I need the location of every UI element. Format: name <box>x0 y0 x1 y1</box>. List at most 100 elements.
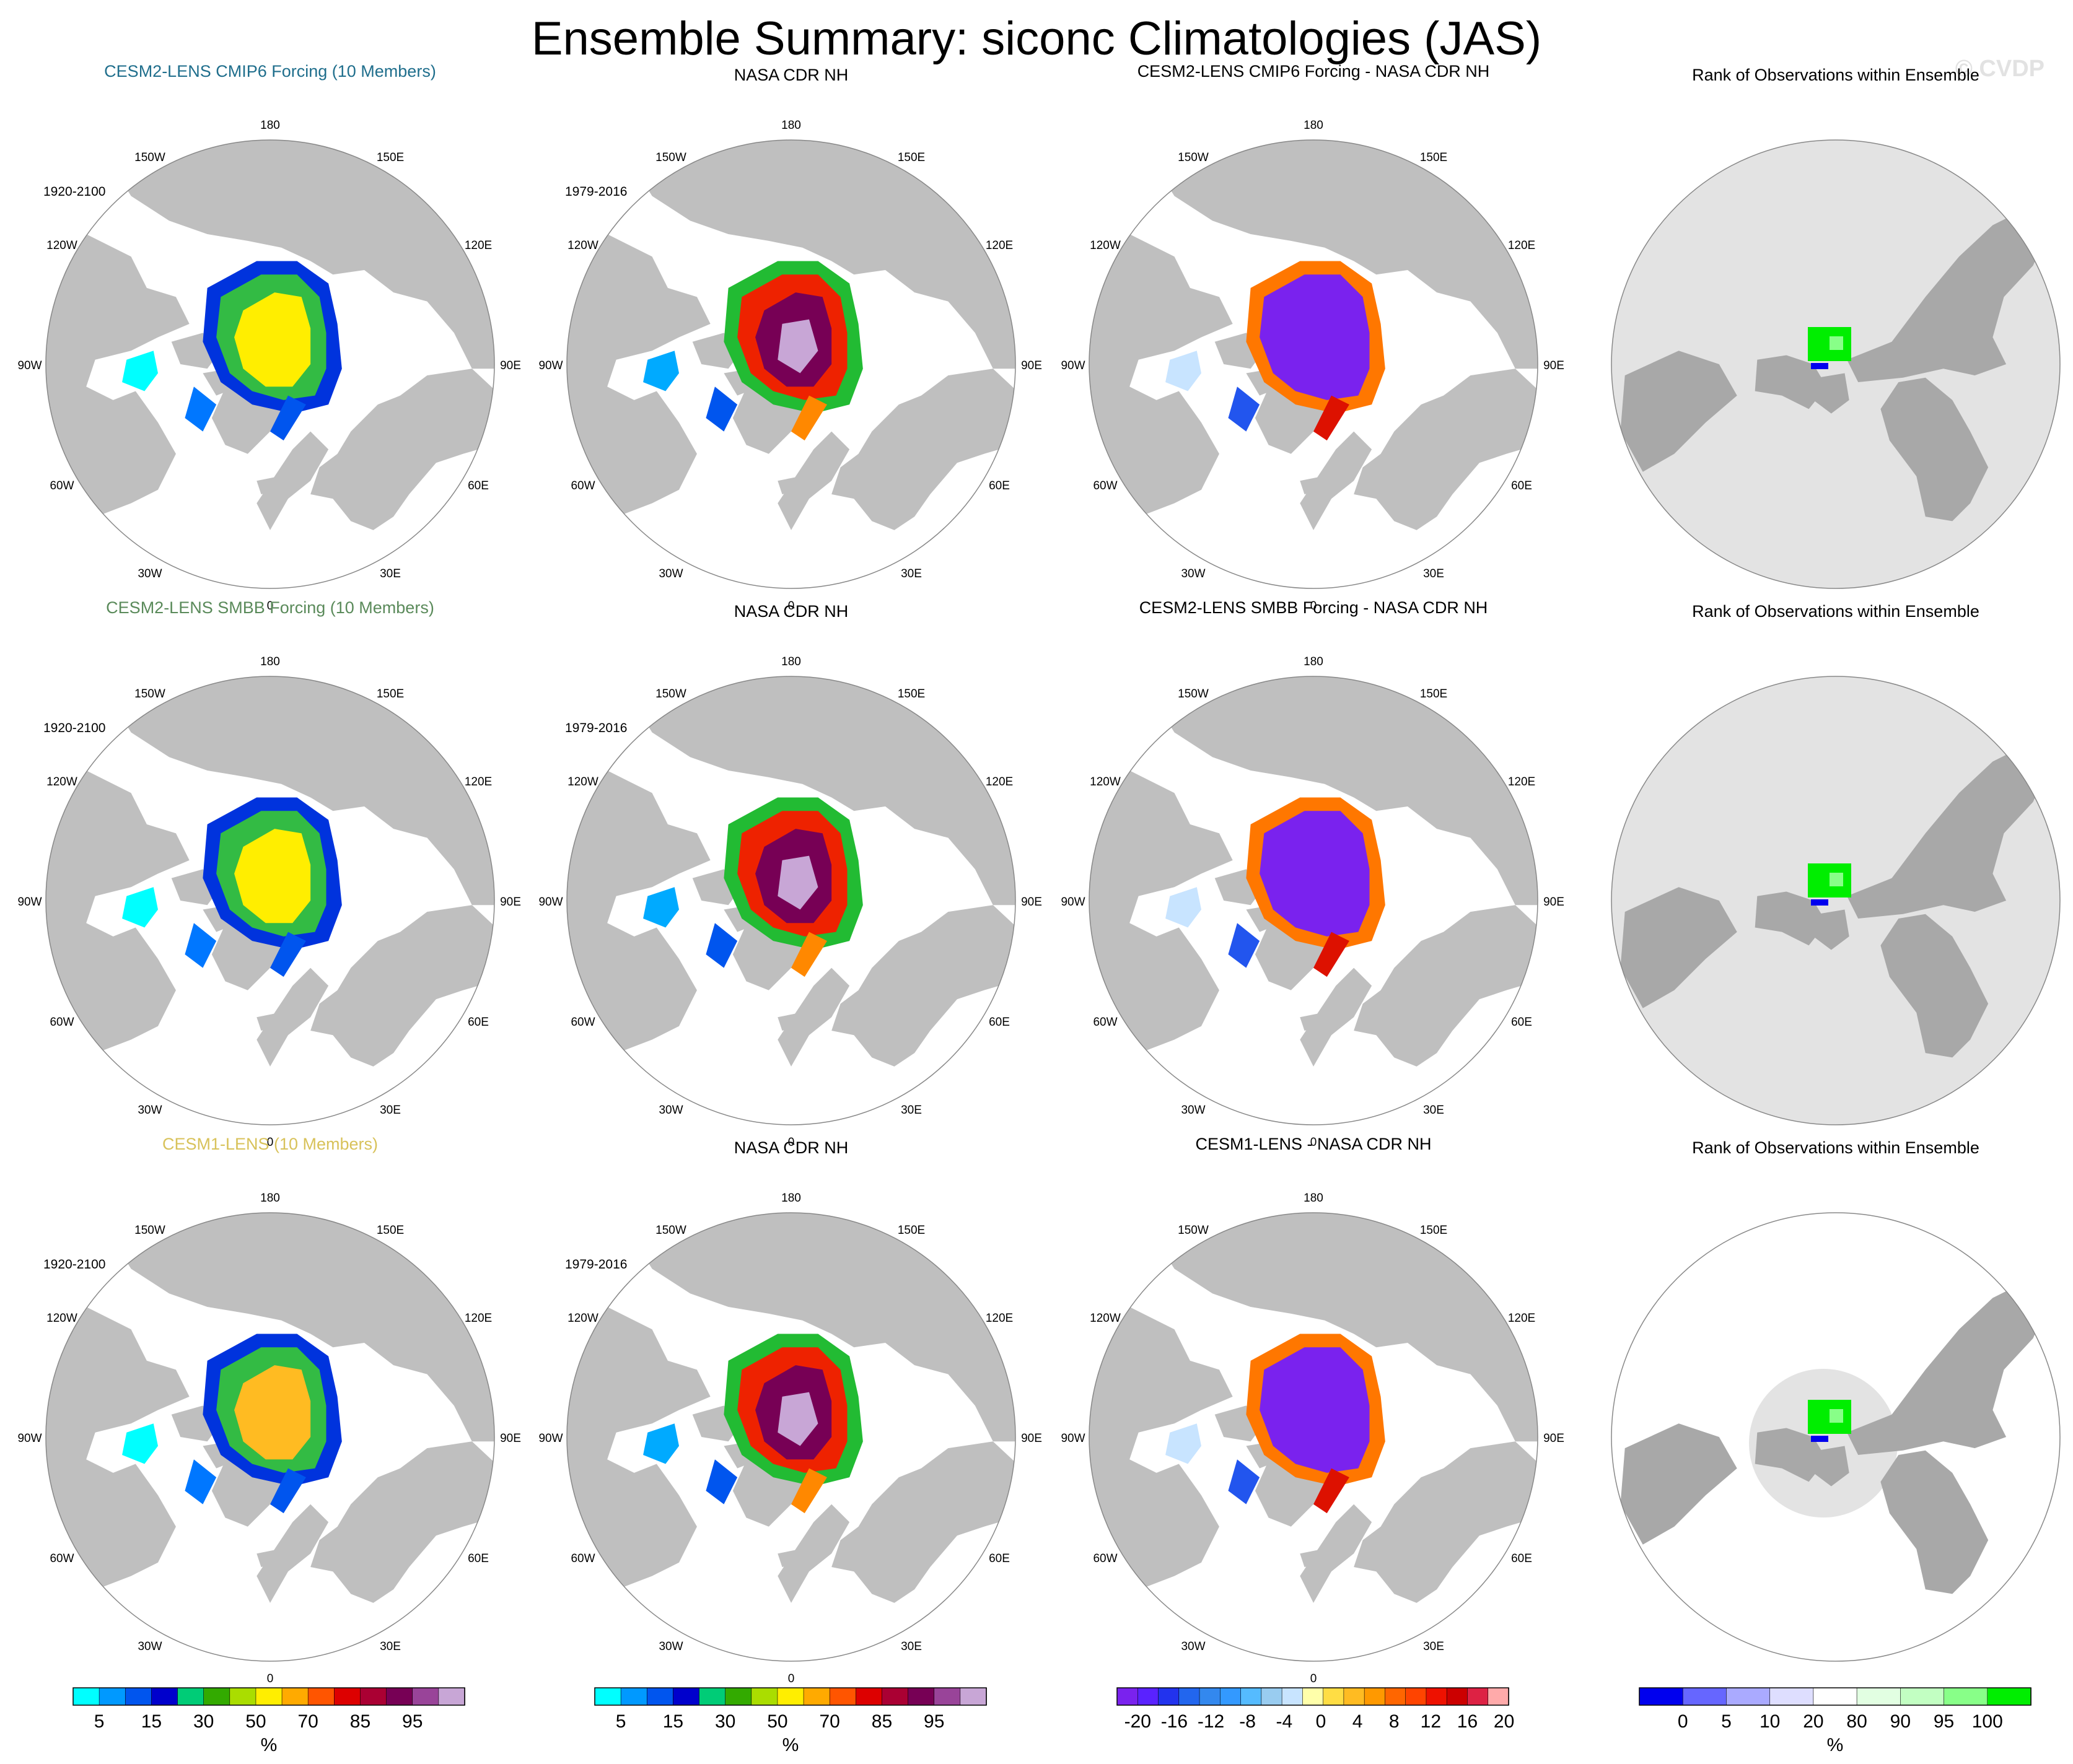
colorbar-swatch <box>360 1687 387 1706</box>
longitude-label: 120E <box>1508 239 1535 252</box>
land-mass <box>1300 1504 1372 1603</box>
longitude-label: 90E <box>500 1432 521 1445</box>
colorbar-swatch <box>1323 1687 1344 1706</box>
land-mass <box>256 476 284 494</box>
longitude-label: 0 <box>267 1136 274 1149</box>
longitude-label: 30E <box>901 567 922 580</box>
longitude-label: 60E <box>468 1552 489 1565</box>
longitude-label: 60W <box>50 1016 74 1029</box>
hudson-ice <box>122 887 158 928</box>
map-content <box>1089 1213 1538 1661</box>
longitude-label: 30E <box>380 1104 401 1117</box>
colorbar-swatch <box>777 1687 804 1706</box>
diff-core <box>1260 1347 1370 1473</box>
colorbar-swatch <box>412 1687 439 1706</box>
map-boundary <box>1611 676 2061 1125</box>
colorbar-swatch <box>1385 1687 1406 1706</box>
rank-pole <box>1830 873 1843 886</box>
colorbar-tick-label: 90 <box>1890 1711 1911 1732</box>
longitude-label: 180 <box>781 1192 801 1205</box>
greenland-ice <box>270 395 306 441</box>
colorbar-swatch <box>1137 1687 1159 1706</box>
land-mass <box>310 905 494 1067</box>
longitude-label: 120E <box>986 1312 1013 1325</box>
colorbar-swatch <box>229 1687 256 1706</box>
land-mass <box>1880 1450 1989 1594</box>
colorbar-swatch <box>1813 1687 1857 1706</box>
longitude-label: 30W <box>1181 1104 1205 1117</box>
colorbar-tick-label: -12 <box>1198 1711 1224 1732</box>
colorbar: -20 -16 -12 -8 -4 0 4 8 12 16 20 <box>1116 1687 1514 1732</box>
diff-panel: 180 150E 120E 90E 60E 30E 0 30W 60W 90W 120W 150W <box>1061 1192 1564 1685</box>
land-mass <box>1813 909 1849 950</box>
ice-pole <box>778 319 818 373</box>
diff-panel: 180 150E 120E 90E 60E 30E 0 30W 60W 90W 120W 150W <box>1061 655 1564 1149</box>
obs-panel-title: NASA CDR NH <box>734 602 849 621</box>
longitude-label: 150W <box>1178 151 1209 164</box>
map-content <box>567 1213 1015 1661</box>
colorbar-tick-label: 30 <box>715 1711 735 1732</box>
colorbar-unit: % <box>1827 1735 1844 1755</box>
longitude-label: 30W <box>138 1104 162 1117</box>
longitude-label: 150E <box>898 151 925 164</box>
hudson-ice <box>122 1423 158 1464</box>
longitude-label: 90W <box>1061 896 1085 909</box>
diff-core <box>1260 811 1370 937</box>
longitude-label: 150E <box>1420 688 1447 701</box>
longitude-label: 60W <box>50 1552 74 1565</box>
longitude-label: 150W <box>655 1224 686 1237</box>
longitude-label: 90W <box>538 359 563 372</box>
colorbar-unit: % <box>782 1735 799 1755</box>
land-mass <box>310 1441 494 1603</box>
land-mass <box>256 967 329 1067</box>
colorbar-swatch <box>1446 1687 1468 1706</box>
map-boundary <box>45 676 495 1125</box>
colorbar-tick-label: 85 <box>350 1711 370 1732</box>
longitude-label: 150W <box>1178 688 1209 701</box>
colorbar-tick-label: -16 <box>1161 1711 1188 1732</box>
colorbar-tick-label: 5 <box>1721 1711 1732 1732</box>
land-mass <box>778 967 850 1067</box>
colorbar-tick-label: 16 <box>1457 1711 1478 1732</box>
longitude-label: 150W <box>134 688 165 701</box>
land-mass <box>778 1504 850 1603</box>
longitude-label: 0 <box>1310 1672 1317 1685</box>
longitude-label: 60W <box>50 479 74 492</box>
land-mass <box>831 369 1015 530</box>
longitude-label: 120W <box>46 1312 77 1325</box>
rank-region <box>1749 1369 1898 1517</box>
land-mass <box>831 1441 1015 1603</box>
obs-panel: 180 150E 120E 90E 60E 30E 0 30W 60W 90W 120W 150W <box>538 1192 1041 1685</box>
longitude-label: 180 <box>1304 119 1323 132</box>
greenland-diff <box>1313 1468 1349 1514</box>
land-mass <box>778 1013 805 1031</box>
colorbar-swatch <box>1987 1687 2031 1706</box>
map-boundary <box>566 139 1016 589</box>
longitude-label: 90E <box>1021 896 1042 909</box>
longitude-label: 0 <box>788 1672 795 1685</box>
colorbar-swatch <box>594 1687 621 1706</box>
map-boundary <box>45 1212 495 1662</box>
hudson-diff <box>1165 1423 1201 1464</box>
greenland-ice <box>791 932 827 977</box>
longitude-label: 90W <box>538 1432 563 1445</box>
longitude-label: 180 <box>1304 1192 1323 1205</box>
longitude-label: 150W <box>655 688 686 701</box>
longitude-label: 120W <box>1090 239 1121 252</box>
longitude-label: 30W <box>659 1640 683 1653</box>
longitude-label: 120E <box>986 239 1013 252</box>
colorbar-frame <box>594 1687 987 1706</box>
longitude-label: 150W <box>1178 1224 1209 1237</box>
map-boundary <box>1089 676 1538 1125</box>
longitude-label: 90W <box>1061 359 1085 372</box>
colorbar-swatch <box>72 1687 100 1706</box>
colorbar-swatch <box>1343 1687 1365 1706</box>
colorbar-tick-label: 70 <box>298 1711 318 1732</box>
longitude-label: 180 <box>260 1192 280 1205</box>
longitude-label: 90W <box>538 896 563 909</box>
colorbar-tick-label: 4 <box>1352 1711 1363 1732</box>
colorbar-swatch <box>1178 1687 1200 1706</box>
ice-core <box>234 292 311 387</box>
colorbar-swatch <box>255 1687 283 1706</box>
longitude-label: 180 <box>260 119 280 132</box>
